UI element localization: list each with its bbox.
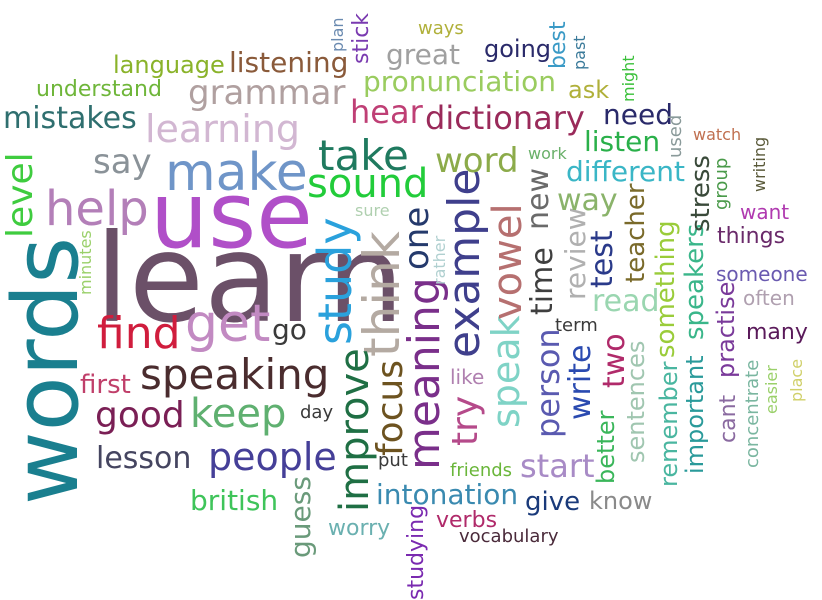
word-start: start xyxy=(520,447,595,485)
word-british: british xyxy=(190,484,279,517)
word-sentences: sentences xyxy=(622,340,650,463)
word-vocabulary: vocabulary xyxy=(459,526,559,547)
word-grammar: grammar xyxy=(188,73,346,113)
word-find: find xyxy=(97,308,181,359)
word-remember: remember xyxy=(655,361,683,488)
word-might: might xyxy=(619,55,638,102)
word-ways: ways xyxy=(418,18,464,39)
word-level: level xyxy=(0,152,41,238)
word-studying: studying xyxy=(404,504,429,600)
word-easier: easier xyxy=(762,365,781,414)
word-concentrate: concentrate xyxy=(742,359,763,468)
word-help: help xyxy=(45,181,149,237)
word-used: used xyxy=(665,114,686,158)
word-listen: listen xyxy=(584,125,661,158)
word-learning: learning xyxy=(145,107,301,151)
word-listening: listening xyxy=(229,46,349,79)
word-learn: learn xyxy=(95,208,405,350)
word-past: past xyxy=(570,35,589,70)
word-time: time xyxy=(525,247,560,315)
word-like: like xyxy=(450,365,485,389)
word-read: read xyxy=(592,284,660,319)
word-example: example xyxy=(439,168,490,358)
word-things: things xyxy=(717,224,786,249)
word-take: take xyxy=(318,131,409,180)
word-study: study xyxy=(308,217,362,345)
word-language: language xyxy=(113,51,225,79)
word-dictionary: dictionary xyxy=(425,99,585,137)
word-ask: ask xyxy=(568,76,610,104)
word-write: write xyxy=(563,344,598,420)
word-important: important xyxy=(681,355,709,474)
word-best: best xyxy=(546,21,571,69)
word-get: get xyxy=(185,294,271,354)
word-word: word xyxy=(435,141,519,181)
word-different: different xyxy=(566,155,685,188)
word-speak: speak xyxy=(484,315,528,428)
word-speaking: speaking xyxy=(140,350,330,399)
word-guess: guess xyxy=(284,476,317,558)
word-term: term xyxy=(555,315,598,336)
word-worry: worry xyxy=(328,516,391,541)
word-minutes: minutes xyxy=(76,230,95,295)
word-plan: plan xyxy=(328,17,347,52)
word-hear: hear xyxy=(350,93,423,131)
word-work: work xyxy=(528,144,567,163)
word-great: great xyxy=(386,38,461,71)
word-many: many xyxy=(746,320,808,345)
word-give: give xyxy=(525,487,581,517)
word-sure: sure xyxy=(355,201,390,220)
word-speakers: speakers xyxy=(680,223,710,340)
word-person: person xyxy=(529,328,567,438)
word-writing: writing xyxy=(750,136,769,192)
word-go: go xyxy=(272,313,307,346)
word-sound: sound xyxy=(307,161,429,207)
word-good: good xyxy=(95,395,185,436)
word-day: day xyxy=(300,402,334,423)
word-something: something xyxy=(651,220,681,358)
word-one: one xyxy=(397,206,437,270)
word-use: use xyxy=(150,162,313,269)
word-watch: watch xyxy=(693,125,742,144)
word-verbs: verbs xyxy=(436,508,498,533)
word-improve: improve xyxy=(332,348,378,512)
word-practise: practise xyxy=(712,281,740,378)
word-place: place xyxy=(787,358,806,402)
word-rather: rather xyxy=(430,235,449,285)
word-stick: stick xyxy=(349,12,374,64)
word-make: make xyxy=(165,143,308,203)
word-want: want xyxy=(740,200,790,224)
word-someone: someone xyxy=(716,262,808,286)
word-intonation: intonation xyxy=(376,478,519,511)
word-friends: friends xyxy=(450,460,513,481)
word-cant: cant xyxy=(716,394,741,443)
word-try: try xyxy=(445,395,486,446)
word-know: know xyxy=(589,487,653,515)
word-pronunciation: pronunciation xyxy=(363,65,557,98)
word-teacher: teacher xyxy=(621,183,651,283)
word-understand: understand xyxy=(36,77,162,102)
word-group: group xyxy=(711,157,732,210)
word-going: going xyxy=(484,35,552,63)
word-keep: keep xyxy=(190,391,287,437)
word-say: say xyxy=(93,142,152,182)
word-test: test xyxy=(585,230,620,288)
word-way: way xyxy=(557,183,618,218)
word-new: new xyxy=(521,167,556,230)
word-better: better xyxy=(592,410,620,484)
word-mistakes: mistakes xyxy=(3,101,137,136)
word-often: often xyxy=(743,286,795,310)
word-first: first xyxy=(80,370,131,400)
word-lesson: lesson xyxy=(96,441,192,476)
word-people: people xyxy=(208,435,337,479)
word-put: put xyxy=(378,450,408,471)
word-need: need xyxy=(603,98,673,131)
